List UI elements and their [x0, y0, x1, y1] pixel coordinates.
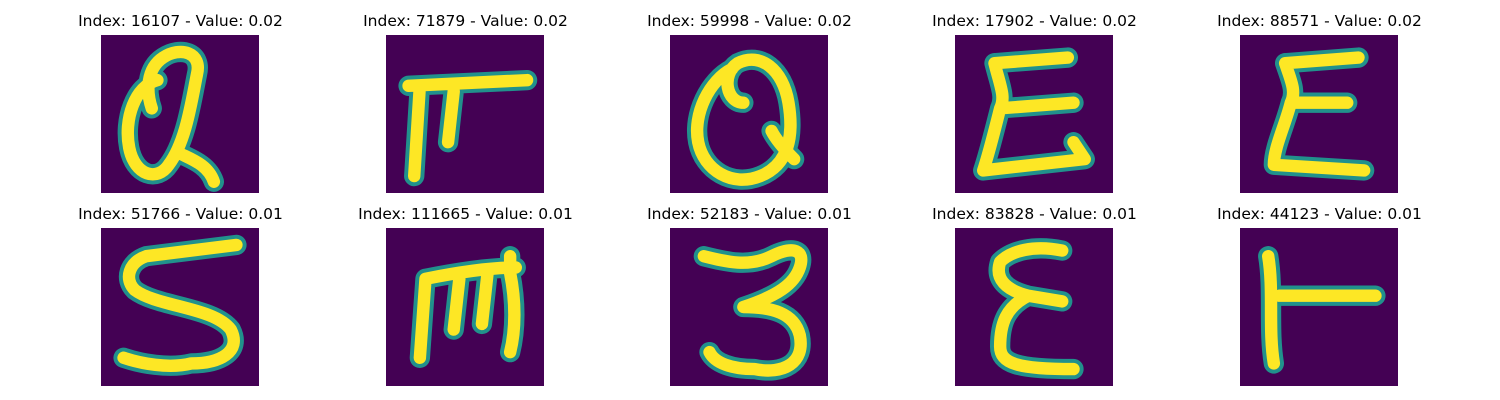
digit-image — [101, 35, 259, 193]
tile-7: Index: 111665 - Value: 0.01 — [323, 203, 608, 393]
tile-10: Index: 44123 - Value: 0.01 — [1177, 203, 1462, 393]
digit-image — [955, 35, 1113, 193]
digit-image — [670, 35, 828, 193]
tile-title: Index: 59998 - Value: 0.02 — [647, 12, 852, 30]
digit-image — [670, 228, 828, 386]
tile-title: Index: 51766 - Value: 0.01 — [78, 205, 283, 223]
digit-image — [955, 228, 1113, 386]
tile-title: Index: 88571 - Value: 0.02 — [1217, 12, 1422, 30]
digit-image — [1240, 228, 1398, 386]
tile-3: Index: 59998 - Value: 0.02 — [607, 10, 892, 200]
digit-image — [386, 228, 544, 386]
tile-1: Index: 16107 - Value: 0.02 — [38, 10, 323, 200]
tile-title: Index: 44123 - Value: 0.01 — [1217, 205, 1422, 223]
digit-image — [1240, 35, 1398, 193]
tile-title: Index: 52183 - Value: 0.01 — [647, 205, 852, 223]
tile-9: Index: 83828 - Value: 0.01 — [892, 203, 1177, 393]
digit-image — [386, 35, 544, 193]
digit-image — [101, 228, 259, 386]
tile-title: Index: 111665 - Value: 0.01 — [358, 205, 573, 223]
tile-2: Index: 71879 - Value: 0.02 — [323, 10, 608, 200]
tile-5: Index: 88571 - Value: 0.02 — [1177, 10, 1462, 200]
tile-6: Index: 51766 - Value: 0.01 — [38, 203, 323, 393]
tile-title: Index: 16107 - Value: 0.02 — [78, 12, 283, 30]
tile-title: Index: 83828 - Value: 0.01 — [932, 205, 1137, 223]
tile-title: Index: 71879 - Value: 0.02 — [363, 12, 568, 30]
tile-4: Index: 17902 - Value: 0.02 — [892, 10, 1177, 200]
tile-8: Index: 52183 - Value: 0.01 — [607, 203, 892, 393]
tile-title: Index: 17902 - Value: 0.02 — [932, 12, 1137, 30]
